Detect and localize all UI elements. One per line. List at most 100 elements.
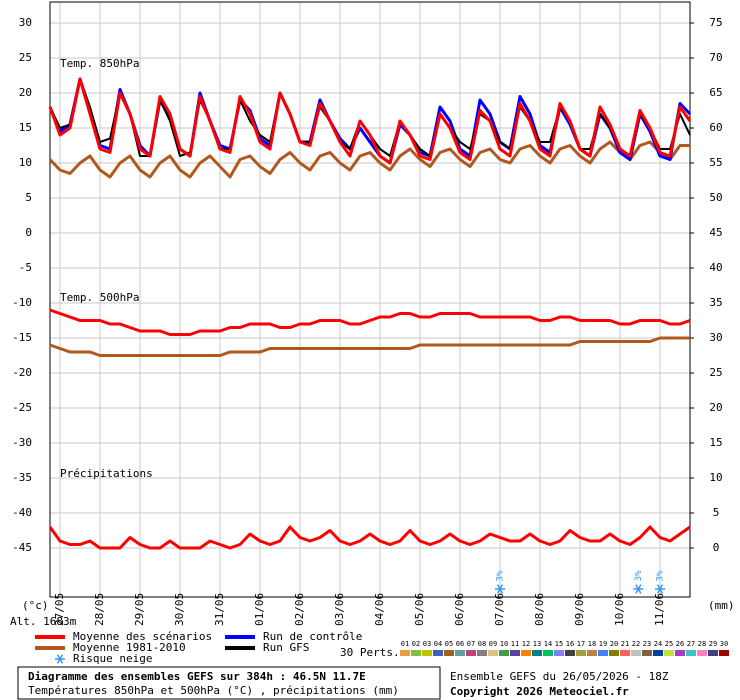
snow-icon xyxy=(635,584,642,594)
x-tick-label: 11/06 xyxy=(653,593,666,626)
perturbation-swatch xyxy=(477,650,487,656)
perturbation-code: 13 xyxy=(533,640,541,648)
footer-run: Ensemble GEFS du 26/05/2026 - 18Z xyxy=(450,670,669,683)
snow-risk-label: 3% xyxy=(656,570,666,581)
perturbation-code: 17 xyxy=(577,640,585,648)
perturbation-code: 10 xyxy=(500,640,508,648)
y2-tick-label: 35 xyxy=(709,296,722,309)
perturbation-swatch xyxy=(675,650,685,656)
x-tick-label: 06/06 xyxy=(453,593,466,626)
footer-title: Diagramme des ensembles GEFS sur 384h : … xyxy=(28,670,366,683)
perturbation-swatch xyxy=(466,650,476,656)
y-tick-label: -15 xyxy=(12,331,32,344)
series-line xyxy=(49,308,691,336)
perturbation-swatch xyxy=(554,650,564,656)
y2-tick-label: 30 xyxy=(709,331,722,344)
perturbation-swatch xyxy=(719,650,729,656)
legend-label: Moyenne 1981-2010 xyxy=(73,641,186,654)
perturbation-swatch xyxy=(620,650,630,656)
perturbation-swatch xyxy=(543,650,553,656)
y-tick-label: -25 xyxy=(12,401,32,414)
y-tick-label: 25 xyxy=(19,51,32,64)
x-tick-label: 28/05 xyxy=(93,593,106,626)
footer-box xyxy=(17,666,441,700)
snow-risk-label: 3% xyxy=(496,570,506,581)
perturbation-swatch xyxy=(587,650,597,656)
perturbation-code: 12 xyxy=(522,640,530,648)
perturbation-code: 06 xyxy=(456,640,464,648)
perturbation-code: 11 xyxy=(511,640,519,648)
perturbation-swatch xyxy=(631,650,641,656)
x-tick-label: 04/06 xyxy=(373,593,386,626)
perturbation-code: 04 xyxy=(434,640,442,648)
y-tick-label: -5 xyxy=(19,261,32,274)
perturbation-code: 09 xyxy=(489,640,497,648)
y2-tick-label: 60 xyxy=(709,121,722,134)
y2-tick-label: 75 xyxy=(709,16,722,29)
y2-tick-label: 0 xyxy=(713,541,720,554)
perturbation-code: 20 xyxy=(610,640,618,648)
perturbation-swatch xyxy=(422,650,432,656)
y-tick-label: 15 xyxy=(19,121,32,134)
series-line xyxy=(48,77,692,165)
series-line xyxy=(49,336,690,357)
legend-label: Moyenne des scénarios xyxy=(73,630,212,643)
x-tick-label: 08/06 xyxy=(533,593,546,626)
perturbation-code: 25 xyxy=(665,640,673,648)
x-tick-label: 29/05 xyxy=(133,593,146,626)
perturbation-swatch xyxy=(510,650,520,656)
perturbation-code: 08 xyxy=(478,640,486,648)
x-tick-label: 27/05 xyxy=(53,593,66,626)
perturbation-code: 23 xyxy=(643,640,651,648)
snow-icon xyxy=(496,584,504,594)
perturbation-code: 02 xyxy=(412,640,420,648)
perturbation-swatch xyxy=(686,650,696,656)
footer-copyright: Copyright 2026 Meteociel.fr xyxy=(450,685,629,698)
x-tick-label: 05/06 xyxy=(413,593,426,626)
perturbation-swatch xyxy=(576,650,586,656)
perturbation-code: 07 xyxy=(467,640,475,648)
y-tick-label: 30 xyxy=(19,16,32,29)
perturbation-swatch xyxy=(488,650,498,656)
y-tick-label: -40 xyxy=(12,506,32,519)
perturbation-code: 30 xyxy=(720,640,728,648)
y-tick-label: -20 xyxy=(12,366,32,379)
y2-tick-label: 50 xyxy=(709,191,722,204)
y-unit: (°c) xyxy=(22,599,49,612)
perturbation-code: 21 xyxy=(621,640,629,648)
y-tick-label: 0 xyxy=(25,226,32,239)
x-tick-label: 10/06 xyxy=(613,593,626,626)
y2-tick-label: 10 xyxy=(709,471,722,484)
perturbation-code: 22 xyxy=(632,640,640,648)
y-tick-label: -35 xyxy=(12,471,32,484)
perturbation-code: 14 xyxy=(544,640,552,648)
y2-tick-label: 5 xyxy=(713,506,720,519)
perturbation-code: 18 xyxy=(588,640,596,648)
perturbation-swatch xyxy=(697,650,707,656)
perturbation-code: 05 xyxy=(445,640,453,648)
perturbation-code: 27 xyxy=(687,640,695,648)
y2-tick-label: 70 xyxy=(709,51,722,64)
y-tick-label: -45 xyxy=(12,541,32,554)
perturbation-swatch xyxy=(444,650,454,656)
series-line xyxy=(48,140,690,179)
plot-frame xyxy=(49,1,691,598)
y-tick-label: 20 xyxy=(19,86,32,99)
x-tick-label: 30/05 xyxy=(173,593,186,626)
y2-tick-label: 20 xyxy=(709,401,722,414)
perturbation-swatch xyxy=(708,650,718,656)
perturbation-swatch xyxy=(400,650,410,656)
y2-tick-label: 25 xyxy=(709,366,722,379)
footer-subtitle: Températures 850hPa et 500hPa (°C) , pré… xyxy=(28,684,399,697)
perturbation-swatch xyxy=(433,650,443,656)
legend-label: Risque neige xyxy=(73,652,152,665)
altitude: Alt. 1683m xyxy=(10,615,77,628)
perturbation-code: 16 xyxy=(566,640,574,648)
perturbation-swatch xyxy=(609,650,619,656)
snow-risk-label: 3% xyxy=(634,570,644,581)
y2-tick-label: 65 xyxy=(709,86,722,99)
perturbation-code: 26 xyxy=(676,640,684,648)
perturbation-code: 01 xyxy=(401,640,409,648)
